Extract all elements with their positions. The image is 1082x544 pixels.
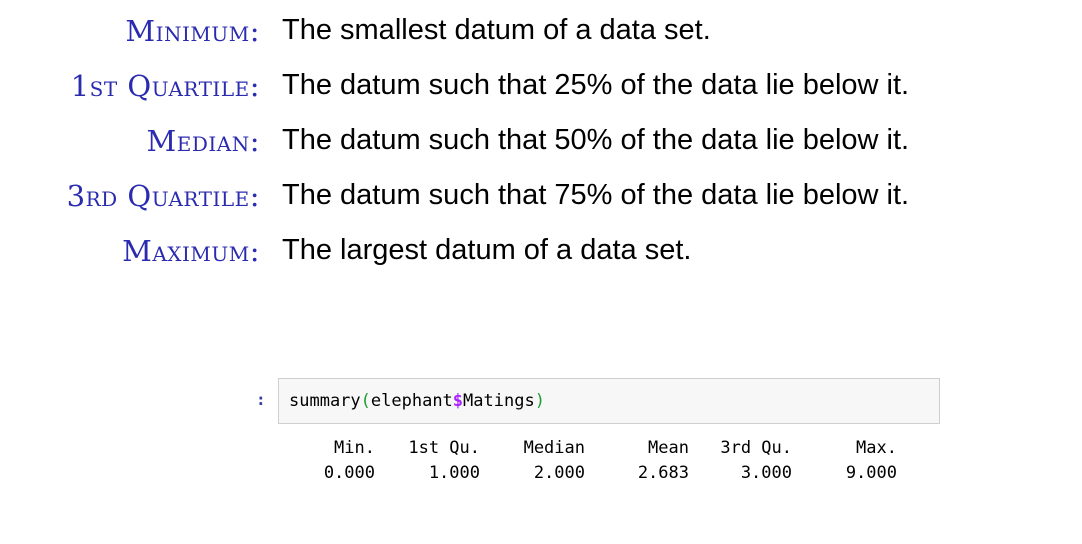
output-value-row: 0.000 1.000 2.000 2.683 3.000 9.000 xyxy=(0,463,1082,487)
output-header-1st-qu: 1st Qu. xyxy=(408,438,480,458)
definition-3rd-quartile: The datum such that 75% of the data lie … xyxy=(282,179,910,211)
code-close-paren: ) xyxy=(534,391,545,411)
code-function: summary xyxy=(289,391,361,411)
definition-row-1st-quartile: 1st Quartile: The datum such that 25% of… xyxy=(0,65,1082,120)
code-line: summary(elephant$Matings) xyxy=(289,391,545,411)
term-median: Median: xyxy=(146,124,260,158)
output-value-median: 2.000 xyxy=(533,463,585,483)
term-1st-quartile: 1st Quartile: xyxy=(70,69,260,103)
definition-median: The datum such that 50% of the data lie … xyxy=(282,124,910,156)
term-3rd-quartile: 3rd Quartile: xyxy=(66,179,260,213)
cell-prompt: : xyxy=(256,390,266,409)
code-open-paren: ( xyxy=(360,391,371,411)
term-minimum: Minimum: xyxy=(125,14,260,48)
definition-maximum: The largest datum of a data set. xyxy=(282,234,692,266)
output-header-3rd-qu: 3rd Qu. xyxy=(720,438,792,458)
output-value-1st-qu: 1.000 xyxy=(428,463,480,483)
output-header-mean: Mean xyxy=(648,438,689,458)
definition-1st-quartile: The datum such that 25% of the data lie … xyxy=(282,69,910,101)
term-maximum: Maximum: xyxy=(122,234,260,268)
output-value-min: 0.000 xyxy=(323,463,375,483)
code-object: elephant xyxy=(370,391,453,411)
code-input[interactable]: summary(elephant$Matings) xyxy=(278,378,940,424)
definition-row-maximum: Maximum: The largest datum of a data set… xyxy=(0,230,1082,285)
output-value-max: 9.000 xyxy=(845,463,897,483)
output-header-row: Min. 1st Qu. Median Mean 3rd Qu. Max. xyxy=(0,438,1082,462)
output-header-max: Max. xyxy=(856,438,897,458)
output-value-mean: 2.683 xyxy=(637,463,689,483)
definition-minimum: The smallest datum of a data set. xyxy=(282,14,711,46)
definition-row-3rd-quartile: 3rd Quartile: The datum such that 75% of… xyxy=(0,175,1082,230)
output-value-3rd-qu: 3.000 xyxy=(740,463,792,483)
output-header-min: Min. xyxy=(334,438,375,458)
definition-row-median: Median: The datum such that 50% of the d… xyxy=(0,120,1082,175)
definition-list: Minimum: The smallest datum of a data se… xyxy=(0,10,1082,285)
code-field: Matings xyxy=(463,391,535,411)
definition-row-minimum: Minimum: The smallest datum of a data se… xyxy=(0,10,1082,65)
output-header-median: Median xyxy=(523,438,585,458)
code-dollar: $ xyxy=(452,391,464,411)
